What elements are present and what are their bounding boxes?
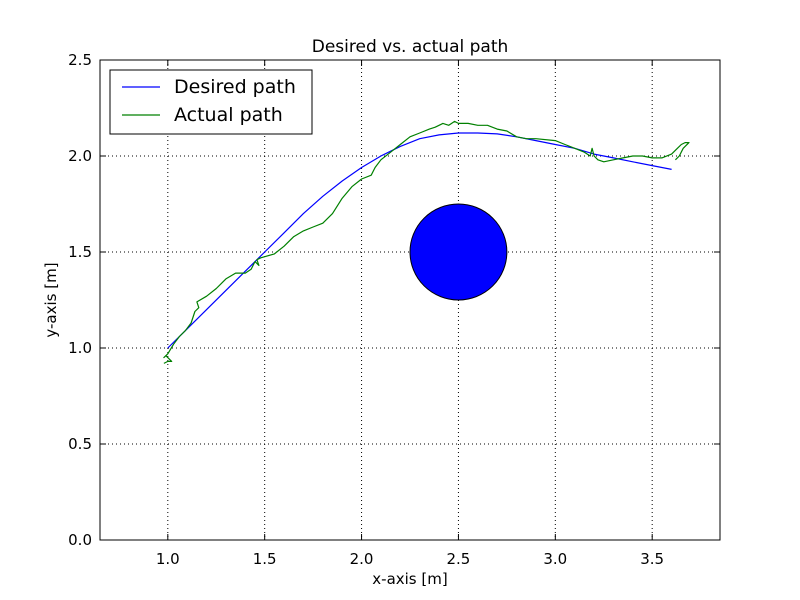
y-tick-label: 2.0 — [68, 147, 92, 165]
legend: Desired path Actual path — [109, 69, 313, 135]
chart-title: Desired vs. actual path — [312, 37, 509, 57]
series-line-actual — [163, 120, 690, 364]
series-layer — [163, 120, 690, 364]
legend-label-actual: Actual path — [174, 104, 283, 126]
plot-frame — [99, 59, 721, 541]
series-line-desired — [167, 132, 672, 349]
axis-ticks: 1.0 1.5 2.0 2.5 3.0 3.5 0.0 0.5 1.0 1.5 2.0 2.5 — [68, 51, 720, 568]
x-tick-label: 2.5 — [447, 550, 471, 568]
x-tick-label: 1.5 — [253, 550, 277, 568]
legend-box — [109, 69, 313, 135]
y-tick-label: 0.0 — [68, 531, 92, 549]
y-axis-label: y-axis [m] — [42, 262, 60, 337]
obstacle-layer — [409, 203, 508, 301]
x-tick-label: 3.5 — [640, 550, 664, 568]
y-tick-label: 0.5 — [68, 435, 92, 453]
grid-lines — [100, 60, 720, 540]
obstacle-circle — [409, 203, 508, 301]
x-tick-label: 2.0 — [350, 550, 374, 568]
y-tick-label: 1.0 — [68, 339, 92, 357]
y-tick-label: 2.5 — [68, 51, 92, 69]
legend-label-desired: Desired path — [174, 76, 296, 98]
x-tick-label: 1.0 — [156, 550, 180, 568]
x-axis-label: x-axis [m] — [372, 570, 447, 588]
x-tick-label: 3.0 — [543, 550, 567, 568]
y-tick-label: 1.5 — [68, 243, 92, 261]
